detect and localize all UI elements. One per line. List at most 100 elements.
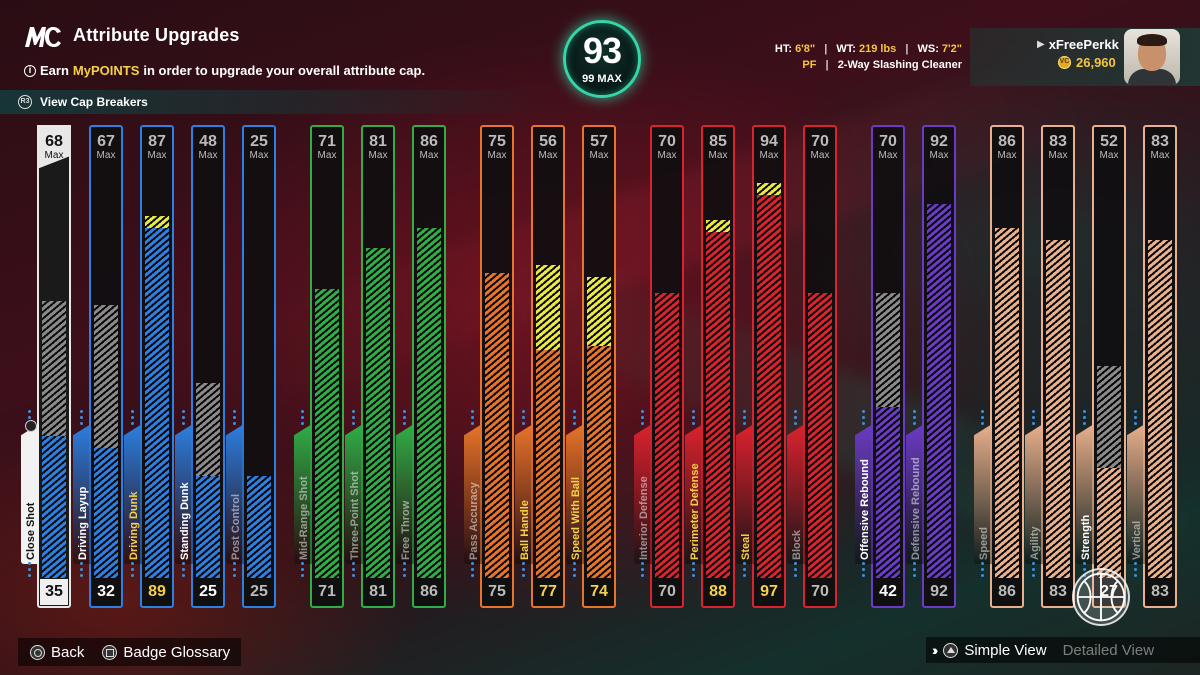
wingspan-value: 7'2" xyxy=(941,43,962,55)
r3-button-icon: R3 xyxy=(18,95,32,109)
attribute-label-tab xyxy=(73,424,91,564)
weight-value: 219 lbs xyxy=(858,43,897,55)
attribute-base-fill xyxy=(536,350,560,578)
badge-dots-icon xyxy=(743,562,747,580)
attribute-bar[interactable]: 48 Max 25 Standing Dunk xyxy=(175,125,225,608)
attribute-max-value: 48 xyxy=(199,133,217,150)
detailed-view-tab[interactable]: Detailed View xyxy=(1062,641,1155,659)
attribute-max-value: 70 xyxy=(811,133,829,150)
attribute-bar[interactable]: 57 Max 74 Speed With Ball xyxy=(566,125,616,608)
badge-dots-icon xyxy=(80,562,84,580)
attribute-name: Three-Point Shot xyxy=(349,471,361,560)
attribute-label-tab xyxy=(736,424,754,564)
badge-dots-icon xyxy=(1083,410,1087,428)
badge-glossary-button[interactable]: Badge Glossary xyxy=(102,644,230,661)
badge-dots-icon xyxy=(182,410,186,428)
attribute-name: Strength xyxy=(1080,514,1092,560)
attribute-bar[interactable]: 25 Max 25 Post Control xyxy=(226,125,276,608)
attribute-base-fill xyxy=(808,293,832,578)
attribute-max-value: 86 xyxy=(998,133,1016,150)
attribute-bar[interactable]: 85 Max 88 Perimeter Defense xyxy=(685,125,735,608)
playstation-icon: ▶ xyxy=(1037,39,1045,50)
attribute-current-value: 71 xyxy=(313,579,341,605)
attribute-current-value: 81 xyxy=(364,579,392,605)
earn-suffix: in order to upgrade your overall attribu… xyxy=(143,63,426,78)
badge-dots-icon xyxy=(862,562,866,580)
badge-dots-icon xyxy=(233,562,237,580)
attribute-bar[interactable]: 83 Max 83 Vertical xyxy=(1127,125,1177,608)
attribute-current-value: 74 xyxy=(585,579,613,605)
attribute-boost-fill xyxy=(587,276,611,346)
attribute-max-label: Max xyxy=(419,150,439,161)
attribute-current-value: 83 xyxy=(1044,579,1072,605)
attribute-name: Block xyxy=(791,530,803,560)
attribute-bar[interactable]: 68 Max 35 Close Shot xyxy=(21,125,71,608)
attribute-name: Pass Accuracy xyxy=(468,482,480,560)
attribute-label-tab xyxy=(515,424,533,564)
attribute-base-fill xyxy=(196,476,220,578)
attribute-boost-fill xyxy=(536,264,560,351)
back-button[interactable]: Back xyxy=(30,644,84,661)
info-icon: i xyxy=(24,64,36,77)
attribute-label-tab xyxy=(124,424,142,564)
attribute-current-value: 97 xyxy=(755,579,783,605)
badge-dots-icon xyxy=(913,410,917,428)
username: ▶ xFreePerkk xyxy=(1037,37,1119,52)
attribute-name: Standing Dunk xyxy=(179,482,191,560)
attribute-potential-fill xyxy=(94,305,118,448)
attribute-bar[interactable]: 70 Max 70 Block xyxy=(787,125,837,608)
attribute-bar[interactable]: 70 Max 70 Interior Defense xyxy=(634,125,684,608)
attribute-current-value: 25 xyxy=(245,579,273,605)
badge-dots-icon xyxy=(80,410,84,428)
attribute-label-tab xyxy=(906,424,924,564)
basketball-icon[interactable] xyxy=(1072,568,1130,626)
badge-dots-icon xyxy=(522,562,526,580)
attribute-name: Driving Layup xyxy=(77,486,89,560)
attribute-bar[interactable]: 75 Max 75 Pass Accuracy xyxy=(464,125,514,608)
attribute-current-value: 86 xyxy=(993,579,1021,605)
attribute-bar[interactable]: 86 Max 86 Speed xyxy=(974,125,1024,608)
attribute-label-tab xyxy=(685,424,703,564)
avatar-body xyxy=(1128,69,1176,85)
position-value: PF xyxy=(802,59,817,71)
attribute-bar[interactable]: 71 Max 71 Mid-Range Shot xyxy=(294,125,344,608)
attribute-potential-fill xyxy=(196,382,220,477)
attribute-name: Agility xyxy=(1029,526,1041,560)
separator: | xyxy=(824,43,828,55)
attribute-bar[interactable]: 86 Max 86 Free Throw xyxy=(396,125,446,608)
badge-dots-icon xyxy=(981,410,985,428)
attribute-base-fill xyxy=(366,248,390,578)
attribute-label-tab xyxy=(345,424,363,564)
attribute-base-fill xyxy=(1046,240,1070,578)
attribute-base-fill xyxy=(417,227,441,578)
attribute-max-label: Max xyxy=(44,150,64,161)
attribute-potential-fill xyxy=(876,293,900,408)
attribute-name: Ball Handle xyxy=(519,500,531,560)
attribute-label-tab xyxy=(634,424,652,564)
badge-dots-icon xyxy=(743,410,747,428)
view-cap-breakers-button[interactable]: R3 View Cap Breakers xyxy=(0,90,560,114)
attribute-name: Defensive Rebound xyxy=(910,457,922,560)
badge-dots-icon xyxy=(301,562,305,580)
attribute-max-label: Max xyxy=(487,150,507,161)
attribute-bar[interactable]: 87 Max 89 Driving Dunk xyxy=(124,125,174,608)
attribute-bar[interactable]: 81 Max 81 Three-Point Shot xyxy=(345,125,395,608)
footer-left-controls: Back Badge Glossary xyxy=(18,638,241,666)
page-title: Attribute Upgrades xyxy=(73,25,240,45)
attribute-bar[interactable]: 70 Max 42 Offensive Rebound xyxy=(855,125,905,608)
attribute-bar[interactable]: 83 Max 83 Agility xyxy=(1025,125,1075,608)
attribute-bar[interactable]: 52 Max 27 Strength xyxy=(1076,125,1126,608)
player-measurements: HT: 6'8" | WT: 219 lbs | WS: 7'2" PF | 2… xyxy=(775,41,962,73)
attribute-max-value: 83 xyxy=(1049,133,1067,150)
attribute-bar[interactable]: 56 Max 77 Ball Handle xyxy=(515,125,565,608)
attribute-bar[interactable]: 94 Max 97 Steal xyxy=(736,125,786,608)
attribute-max-label: Max xyxy=(538,150,558,161)
attribute-bar[interactable]: 92 Max 92 Defensive Rebound xyxy=(906,125,956,608)
height-value: 6'8" xyxy=(795,43,816,55)
attribute-bar[interactable]: 67 Max 32 Driving Layup xyxy=(73,125,123,608)
simple-view-button[interactable]: Simple View xyxy=(943,642,1047,659)
attribute-max-label: Max xyxy=(878,150,898,161)
vc-balance: VC 26,960 xyxy=(1058,55,1116,70)
attribute-base-fill xyxy=(587,345,611,578)
badge-dots-icon xyxy=(352,562,356,580)
